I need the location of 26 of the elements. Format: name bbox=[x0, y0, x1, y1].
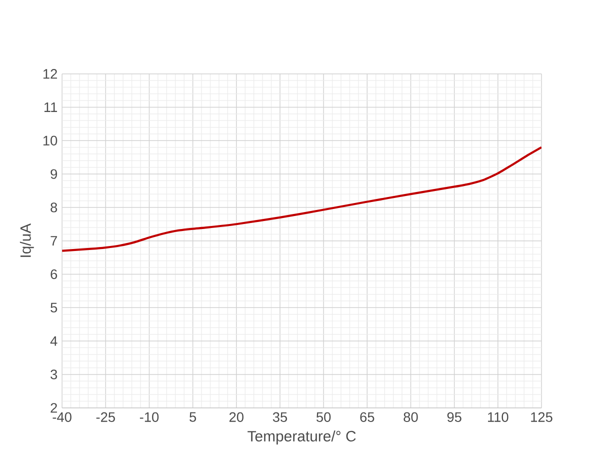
y-tick-label: 6 bbox=[50, 269, 58, 279]
x-tick-label: 65 bbox=[360, 412, 374, 422]
x-tick-label: 125 bbox=[531, 412, 552, 422]
y-axis-title: Iq/uA bbox=[20, 223, 34, 257]
x-axis-title: Temperature/° C bbox=[248, 430, 356, 444]
y-tick-label: 12 bbox=[43, 68, 57, 78]
x-tick-label: -10 bbox=[140, 412, 159, 422]
y-tick-label: 7 bbox=[50, 236, 57, 246]
x-tick-label: -40 bbox=[52, 412, 72, 422]
x-tick-label: 50 bbox=[316, 412, 331, 422]
x-tick-label: -25 bbox=[96, 412, 115, 422]
x-tick-label: 95 bbox=[447, 412, 462, 422]
y-tick-label: 5 bbox=[50, 302, 58, 312]
x-tick-label: 80 bbox=[404, 412, 418, 422]
y-tick-label: 4 bbox=[50, 336, 58, 346]
y-tick-label: 9 bbox=[50, 169, 58, 179]
y-tick-label: 10 bbox=[43, 136, 58, 146]
y-tick-label: 11 bbox=[44, 102, 57, 112]
x-tick-label: 35 bbox=[272, 412, 288, 422]
line-series bbox=[62, 146, 542, 252]
x-tick-label: 5 bbox=[190, 412, 196, 422]
x-tick-label: 20 bbox=[229, 412, 244, 422]
x-tick-label: 110 bbox=[488, 412, 508, 422]
y-tick-label: 3 bbox=[50, 369, 58, 380]
y-tick-label: 2 bbox=[50, 402, 57, 413]
y-tick-label: 8 bbox=[50, 202, 58, 212]
